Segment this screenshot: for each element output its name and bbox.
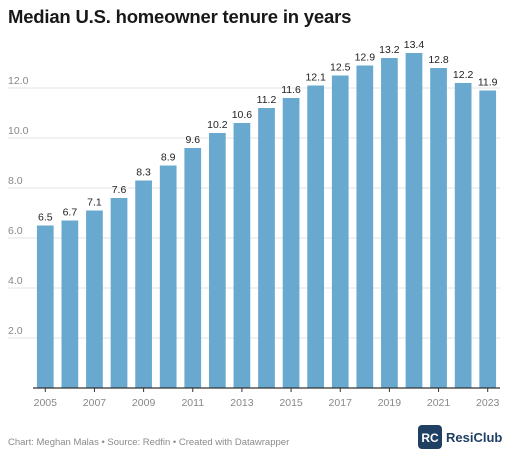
bar xyxy=(258,108,275,388)
bar-chart: 2.0 4.0 6.0 8.0 10.0 12.0 6.5 6.7 7.1 7.6 8.3 8.9 9.… xyxy=(8,39,500,409)
bar xyxy=(184,148,202,388)
data-label: 12.5 xyxy=(330,62,351,74)
x-tick-label: 2023 xyxy=(476,397,500,409)
data-label: 10.2 xyxy=(207,119,228,131)
data-label: 11.2 xyxy=(257,94,277,106)
x-tick-label: 2015 xyxy=(279,397,303,409)
data-label: 13.2 xyxy=(379,44,400,56)
x-tick-label: 2009 xyxy=(132,397,156,409)
data-label: 12.1 xyxy=(305,72,326,84)
data-label: 10.6 xyxy=(232,109,253,121)
data-label: 11.6 xyxy=(281,84,301,96)
x-tick-label: 2007 xyxy=(83,397,107,409)
bar xyxy=(86,210,103,388)
data-label: 8.9 xyxy=(161,152,176,164)
y-tick-label: 10.0 xyxy=(8,125,29,137)
bar xyxy=(307,85,325,388)
bar xyxy=(110,198,128,388)
y-tick-label: 6.0 xyxy=(8,225,23,237)
chart-footer: Chart: Meghan Malas • Source: Redfin • C… xyxy=(8,437,290,448)
bar xyxy=(381,58,398,388)
bar xyxy=(331,75,349,388)
chart-title: Median U.S. homeowner tenure in years xyxy=(8,6,352,27)
bar xyxy=(479,90,497,388)
bar xyxy=(61,220,79,388)
brand-name: ResiClub xyxy=(446,429,503,445)
x-tick-label: 2021 xyxy=(427,397,451,409)
data-label: 12.9 xyxy=(355,52,376,64)
y-tick-label: 12.0 xyxy=(8,75,29,87)
resiclub-logo-icon: RC xyxy=(418,425,442,449)
x-tick-label: 2019 xyxy=(378,397,402,409)
data-label: 6.5 xyxy=(38,212,53,224)
bar xyxy=(430,68,447,388)
data-label: 8.3 xyxy=(136,167,151,179)
data-label: 13.4 xyxy=(404,39,425,51)
bar xyxy=(135,180,152,388)
bar xyxy=(405,53,423,388)
data-label: 9.6 xyxy=(185,134,200,146)
data-label: 6.7 xyxy=(63,207,78,219)
bar xyxy=(233,123,251,388)
svg-text:RC: RC xyxy=(421,431,439,445)
bar xyxy=(159,165,177,388)
y-tick-label: 2.0 xyxy=(8,325,23,337)
bar xyxy=(208,133,226,388)
resiclub-logo: RC ResiClub xyxy=(418,424,502,450)
data-label: 11.9 xyxy=(478,77,498,89)
y-tick-label: 4.0 xyxy=(8,275,23,287)
bar xyxy=(356,65,374,388)
bar xyxy=(282,98,300,388)
data-label: 7.6 xyxy=(112,184,127,196)
bar xyxy=(36,225,54,388)
x-tick-label: 2005 xyxy=(34,397,58,409)
data-label: 12.2 xyxy=(453,69,474,81)
bar xyxy=(454,83,472,388)
y-tick-label: 8.0 xyxy=(8,175,23,187)
x-tick-label: 2011 xyxy=(181,397,204,409)
data-label: 12.8 xyxy=(428,54,449,66)
x-tick-label: 2013 xyxy=(230,397,254,409)
x-tick-label: 2017 xyxy=(329,397,353,409)
data-label: 7.1 xyxy=(87,197,102,209)
